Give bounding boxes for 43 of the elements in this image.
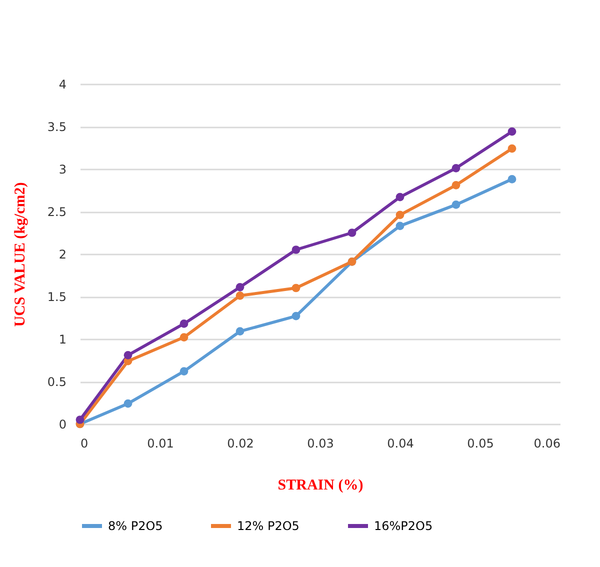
x-tick-label: 0.02 <box>227 436 254 450</box>
point <box>76 416 84 424</box>
x-tick-label: 0.01 <box>147 436 174 450</box>
point <box>292 312 300 320</box>
point <box>180 367 188 376</box>
point <box>180 333 188 342</box>
point <box>124 350 132 360</box>
point <box>236 291 244 300</box>
x-tick-label: 0 <box>80 436 88 450</box>
point <box>508 127 516 136</box>
point <box>508 144 516 153</box>
x-tick-label: 0.04 <box>387 436 414 450</box>
point <box>396 192 404 202</box>
y-tick-label: 0 <box>58 418 66 432</box>
y-tick-label: 2.5 <box>47 205 66 219</box>
x-tick-label: 0.03 <box>307 436 334 450</box>
point <box>180 320 188 328</box>
legend-label: 16%P2O5 <box>374 519 433 533</box>
point <box>396 210 404 220</box>
y-tick-label: 2 <box>58 248 66 262</box>
point <box>236 327 244 336</box>
x-axis-title: STRAIN (%) <box>278 478 364 494</box>
point <box>396 222 404 230</box>
point <box>452 200 460 209</box>
y-tick-label: 1 <box>58 332 66 346</box>
point <box>292 246 300 254</box>
x-tick-label: 0.06 <box>534 436 560 450</box>
legend-label: 12% P2O5 <box>237 519 300 533</box>
point <box>292 284 300 292</box>
point <box>348 228 356 237</box>
y-tick-label: 1.5 <box>47 290 66 304</box>
point <box>508 175 516 184</box>
legend-label: 8% P2O5 <box>108 519 163 533</box>
y-tick-label: 0.5 <box>47 375 66 389</box>
point <box>236 282 244 292</box>
point <box>452 180 460 190</box>
y-tick-label: 3 <box>58 162 66 176</box>
x-tick-label: 0.05 <box>467 436 494 450</box>
y-axis-title: UCS VALUE (kg/cm2) <box>12 182 28 327</box>
y-tick-label: 3.5 <box>47 120 66 134</box>
point <box>452 164 460 172</box>
y-tick-label: 4 <box>58 78 66 92</box>
point <box>124 399 132 408</box>
